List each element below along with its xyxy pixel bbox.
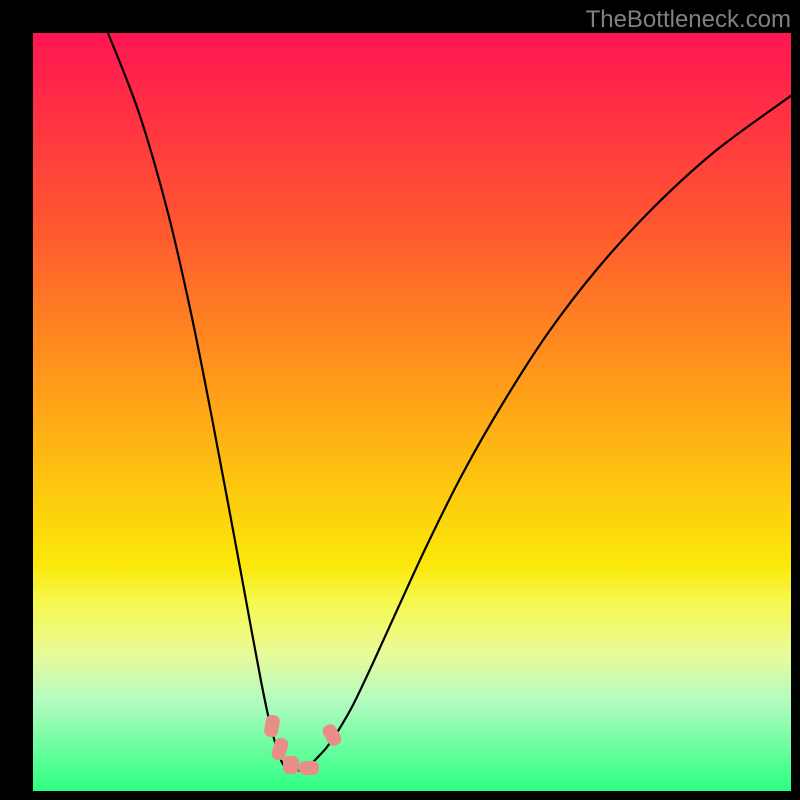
bottleneck-curve bbox=[0, 0, 800, 800]
curve-path bbox=[108, 33, 800, 771]
curve-marker bbox=[299, 761, 319, 775]
curve-marker bbox=[283, 756, 299, 774]
